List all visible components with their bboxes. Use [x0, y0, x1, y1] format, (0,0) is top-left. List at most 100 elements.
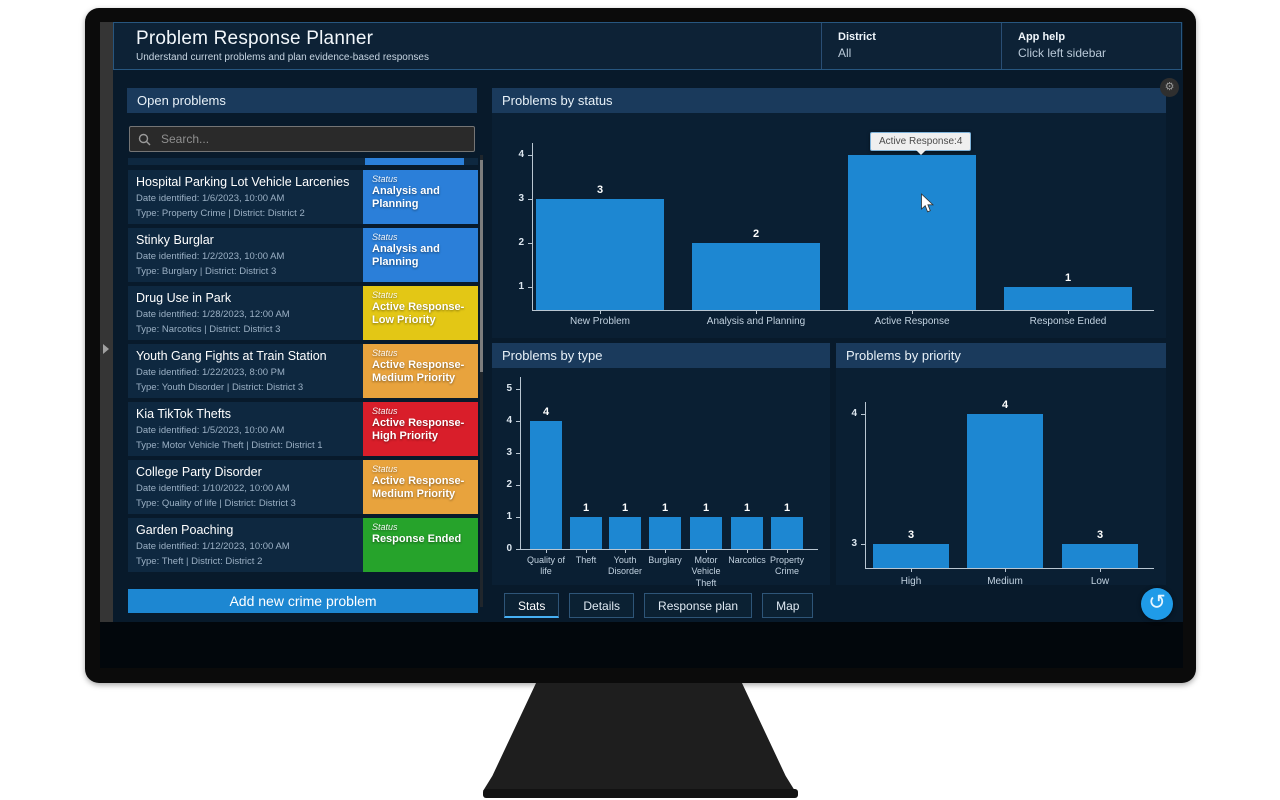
problem-meta: Type: Theft | District: District 2 — [136, 556, 263, 567]
chart-bar[interactable] — [536, 199, 664, 310]
status-badge: Status Active Response-Medium Priority — [363, 344, 478, 398]
y-tick-label: 3 — [506, 447, 512, 458]
open-problems-header: Open problems — [127, 88, 477, 113]
y-tick-label: 2 — [518, 237, 524, 248]
bar-value-label: 3 — [1096, 529, 1104, 541]
status-badge: Status Analysis and Planning — [363, 228, 478, 282]
y-axis-line — [520, 377, 521, 549]
bar-value-label: 3 — [596, 184, 604, 196]
bar-value-label: 4 — [542, 406, 550, 418]
chart-bar[interactable] — [570, 517, 602, 549]
problem-title: Hospital Parking Lot Vehicle Larcenies — [136, 175, 350, 189]
problem-card[interactable]: Stinky Burglar Date identified: 1/2/2023… — [128, 228, 478, 282]
problem-date: Date identified: 1/22/2023, 8:00 PM — [136, 367, 285, 378]
x-axis-line — [865, 568, 1154, 569]
refresh-button[interactable]: ↺ — [1141, 588, 1173, 620]
x-category-label: Burglary — [648, 555, 682, 565]
x-tick-mark — [706, 549, 707, 553]
x-category-label: Theft — [575, 555, 597, 565]
search-icon — [138, 133, 151, 145]
district-filter[interactable]: District All — [821, 23, 1001, 69]
problem-card[interactable]: Youth Gang Fights at Train Station Date … — [128, 344, 478, 398]
chart-bar[interactable] — [1004, 287, 1132, 310]
chart-bar[interactable] — [649, 517, 681, 549]
mouse-cursor — [921, 193, 935, 213]
gear-icon[interactable]: ⚙ — [1160, 78, 1179, 97]
sidebar-collapsed-strip[interactable] — [100, 22, 113, 622]
page-subtitle: Understand current problems and plan evi… — [136, 52, 429, 63]
problem-date: Date identified: 1/2/2023, 10:00 AM — [136, 251, 285, 262]
chart-bar[interactable] — [1062, 544, 1138, 568]
problem-meta: Type: Youth Disorder | District: Distric… — [136, 382, 304, 393]
app-window: Problem Response Planner Understand curr… — [100, 22, 1183, 622]
tab-response-plan[interactable]: Response plan — [644, 593, 753, 618]
y-tick-label: 4 — [518, 149, 524, 160]
tab-stats[interactable]: Stats — [504, 593, 560, 618]
problems-by-type-header: Problems by type — [492, 343, 830, 368]
bar-value-label: 1 — [743, 502, 751, 514]
problem-title: College Party Disorder — [136, 465, 262, 479]
page-title: Problem Response Planner — [136, 28, 374, 49]
chart-bar[interactable] — [692, 243, 820, 310]
problem-meta: Type: Burglary | District: District 3 — [136, 266, 277, 277]
y-tick-label: 3 — [851, 538, 857, 549]
tab-map[interactable]: Map — [762, 593, 814, 618]
add-new-crime-problem-button[interactable]: Add new crime problem — [128, 589, 478, 613]
tooltip-text: Active Response:4 — [879, 136, 963, 147]
x-tick-mark — [756, 310, 757, 314]
chart-bar[interactable] — [731, 517, 763, 549]
search-input[interactable] — [159, 131, 443, 147]
chart-bar[interactable] — [771, 517, 803, 549]
chevron-right-icon[interactable] — [103, 344, 109, 354]
problems-by-priority-chart: 3 4 3 High 4 Medium 3 Low — [836, 368, 1166, 587]
y-tick-label: 1 — [506, 511, 512, 522]
x-category-label: Youth Disorder — [607, 555, 642, 577]
problem-info: Youth Gang Fights at Train Station Date … — [136, 349, 361, 393]
problem-card[interactable]: Drug Use in Park Date identified: 1/28/2… — [128, 286, 478, 340]
problem-card[interactable]: Garden Poaching Date identified: 1/12/20… — [128, 518, 478, 572]
y-tick-mark — [516, 549, 520, 550]
status-badge: Status Analysis and Planning — [363, 170, 478, 224]
problems-by-type-chart: 0 1 2 3 4 5 4 Quality of life 1 Theft 1 Youth Disor… — [492, 368, 830, 588]
problem-title: Kia TikTok Thefts — [136, 407, 231, 421]
problem-date: Date identified: 1/6/2023, 10:00 AM — [136, 193, 285, 204]
x-category-label: Motor Vehicle Theft — [691, 555, 721, 588]
x-category-label: Active Response — [874, 316, 950, 327]
problem-date: Date identified: 1/10/2022, 10:00 AM — [136, 483, 290, 494]
problem-meta: Type: Motor Vehicle Theft | District: Di… — [136, 440, 323, 451]
status-badge: Status Response Ended — [363, 518, 478, 572]
chart-bar[interactable] — [609, 517, 641, 549]
bar-value-label: 1 — [661, 502, 669, 514]
status-badge: Status Active Response-Medium Priority — [363, 460, 478, 514]
bar-value-label: 1 — [702, 502, 710, 514]
chart-bar[interactable] — [690, 517, 722, 549]
chart-bar[interactable] — [967, 414, 1043, 568]
x-tick-mark — [1005, 568, 1006, 572]
problem-date: Date identified: 1/28/2023, 12:00 AM — [136, 309, 290, 320]
y-tick-label: 3 — [518, 193, 524, 204]
problems-by-status-header: Problems by status — [492, 88, 1166, 113]
y-tick-mark — [528, 155, 532, 156]
search-box[interactable] — [129, 126, 475, 152]
problem-meta: Type: Quality of life | District: Distri… — [136, 498, 296, 509]
list-scrollbar-track[interactable] — [480, 155, 483, 607]
x-category-label: Property Crime — [769, 555, 804, 577]
list-scrollbar-thumb[interactable] — [480, 160, 483, 372]
x-axis-line — [532, 310, 1154, 311]
tab-details[interactable]: Details — [569, 593, 635, 618]
problem-title: Stinky Burglar — [136, 233, 214, 247]
bar-value-label: 1 — [783, 502, 791, 514]
problem-title: Youth Gang Fights at Train Station — [136, 349, 327, 363]
x-category-label: High — [900, 576, 922, 587]
bar-value-label: 4 — [1001, 399, 1009, 411]
problem-card[interactable]: Kia TikTok Thefts Date identified: 1/5/2… — [128, 402, 478, 456]
x-category-label: Response Ended — [1029, 316, 1107, 327]
problem-card[interactable]: College Party Disorder Date identified: … — [128, 460, 478, 514]
problem-card[interactable]: Hospital Parking Lot Vehicle Larcenies D… — [128, 170, 478, 224]
chart-bar[interactable] — [873, 544, 949, 568]
x-tick-mark — [747, 549, 748, 553]
chart-bar[interactable] — [848, 155, 976, 310]
monitor-screen: Problem Response Planner Understand curr… — [100, 22, 1183, 668]
x-tick-mark — [1100, 568, 1101, 572]
chart-bar[interactable] — [530, 421, 562, 549]
